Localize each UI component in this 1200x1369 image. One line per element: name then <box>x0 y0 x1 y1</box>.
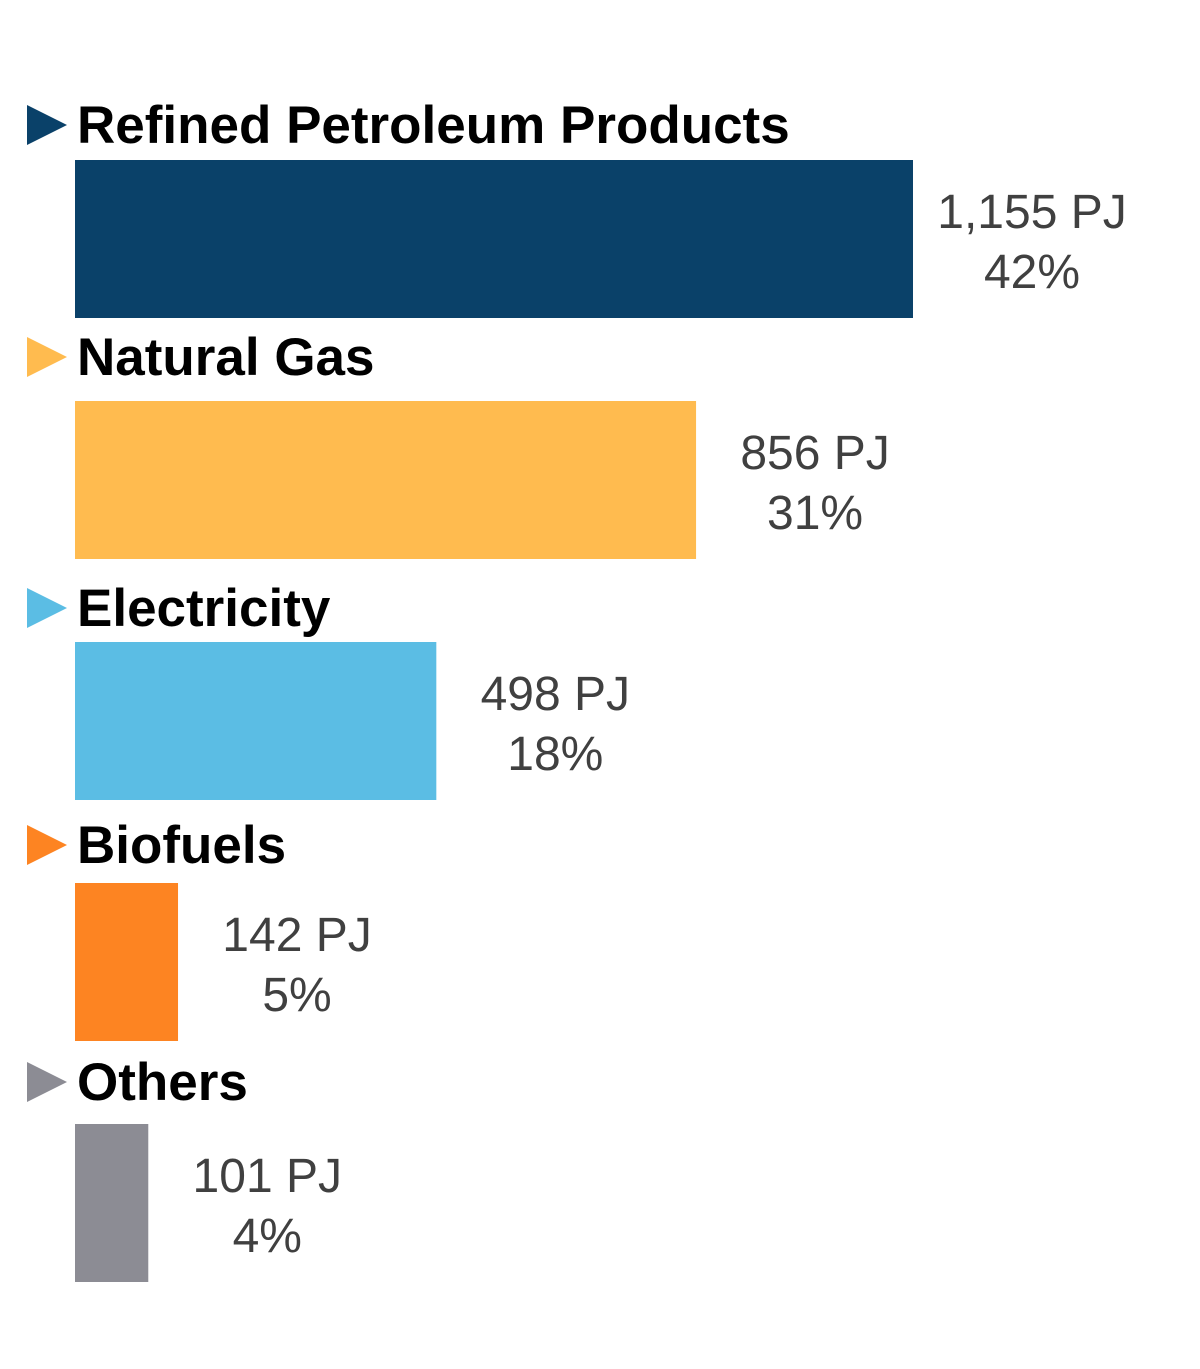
triangle-right-icon <box>27 105 67 145</box>
triangle-right-icon <box>27 825 67 865</box>
value-label: 142 PJ <box>222 909 371 962</box>
category-label: Natural Gas <box>77 328 375 387</box>
category-label: Biofuels <box>77 816 286 875</box>
bar <box>75 1124 149 1282</box>
value-label: 856 PJ <box>740 427 889 480</box>
bar <box>75 160 913 318</box>
value-label: 498 PJ <box>481 668 630 721</box>
value-label: 101 PJ <box>193 1150 342 1203</box>
percent-label: 18% <box>507 728 603 781</box>
percent-label: 5% <box>262 969 331 1022</box>
category-label: Refined Petroleum Products <box>77 96 790 155</box>
bar <box>75 883 179 1041</box>
triangle-right-icon <box>27 337 67 377</box>
bar <box>75 642 437 800</box>
triangle-right-icon <box>27 588 67 628</box>
percent-label: 4% <box>233 1210 302 1263</box>
triangle-right-icon <box>27 1062 67 1102</box>
category-label: Others <box>77 1053 248 1112</box>
bar <box>75 401 697 559</box>
percent-label: 42% <box>984 246 1080 299</box>
percent-label: 31% <box>767 487 863 540</box>
value-label: 1,155 PJ <box>937 186 1126 239</box>
category-label: Electricity <box>77 579 331 638</box>
